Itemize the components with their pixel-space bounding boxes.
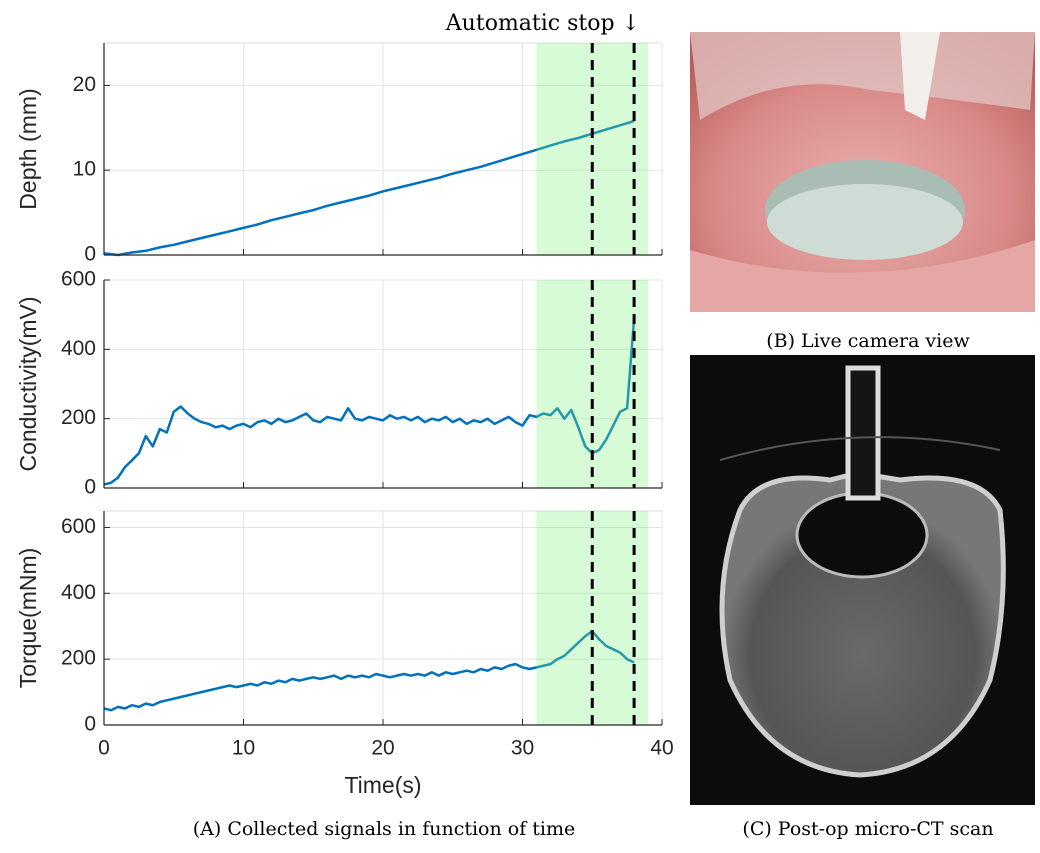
y-tick-label: 200 xyxy=(61,406,96,429)
caption: (B) Live camera view xyxy=(766,330,970,352)
caption: (A) Collected signals in function of tim… xyxy=(193,818,576,840)
x-axis-label: Time(s) xyxy=(344,772,421,798)
camera-image xyxy=(690,32,1035,312)
y-tick-label: 200 xyxy=(61,647,96,670)
y-tick-label: 600 xyxy=(61,515,96,538)
signal-line xyxy=(103,119,635,257)
signal-line xyxy=(103,629,635,712)
y-tick-label: 10 xyxy=(73,158,96,181)
annotation: Automatic stop ↓ xyxy=(445,11,640,36)
x-tick-label: 40 xyxy=(650,737,673,760)
signal-line xyxy=(103,318,636,486)
y-tick-label: 0 xyxy=(84,243,96,266)
caption: (C) Post-op micro-CT scan xyxy=(742,818,993,840)
y-tick-label: 0 xyxy=(84,713,96,736)
y-tick-label: 400 xyxy=(61,581,96,604)
y-axis-label: Torque(mNm) xyxy=(15,548,41,689)
x-tick-label: 10 xyxy=(232,737,255,760)
y-tick-label: 600 xyxy=(61,268,96,291)
y-axis-label: Depth (mm) xyxy=(15,88,41,209)
y-tick-label: 20 xyxy=(73,73,96,96)
y-tick-label: 0 xyxy=(84,476,96,499)
x-tick-label: 20 xyxy=(371,737,394,760)
y-axis-label: Conductivity(mV) xyxy=(15,296,41,471)
y-tick-label: 400 xyxy=(61,337,96,360)
x-tick-label: 0 xyxy=(98,737,110,760)
micro-ct-image xyxy=(690,355,1035,805)
x-tick-label: 30 xyxy=(511,737,534,760)
